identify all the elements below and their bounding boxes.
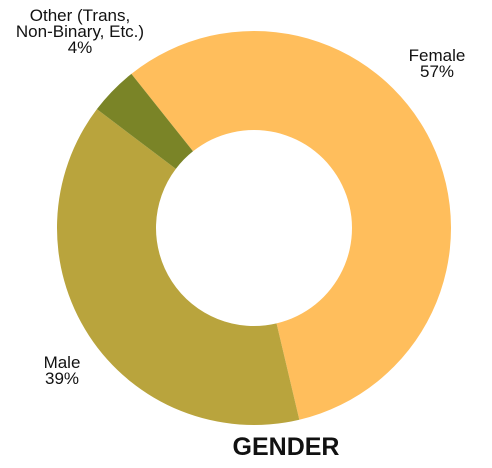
slice [96,73,193,169]
category-label: Other (Trans, Non-Binary, Etc.) [15,6,145,41]
category-label: Female [408,46,466,65]
slice [57,109,300,425]
value-label: 57% [419,62,455,81]
slice [131,30,452,420]
category-label: Male [43,353,81,372]
slice-label: Female 57% [392,46,482,81]
slice-label: Other (Trans, Non-Binary, Etc.) 4% [10,6,150,57]
slice-label: Male 39% [22,353,102,388]
value-label: 39% [44,369,80,388]
value-label: 4% [67,38,93,57]
chart-title: GENDER [232,433,340,461]
